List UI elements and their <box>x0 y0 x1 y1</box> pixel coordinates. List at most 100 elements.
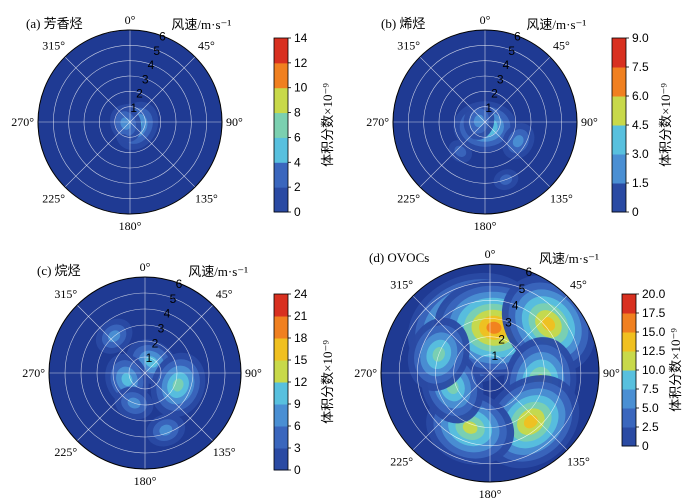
grid-spoke-315 <box>76 304 146 374</box>
colorbar-segment <box>274 382 288 405</box>
concentration-field <box>407 272 596 469</box>
radial-tick-label: 1 <box>130 101 137 115</box>
colorbar-segment <box>274 448 288 471</box>
angle-label: 45° <box>553 39 570 53</box>
colorbar-tick-label: 12.5 <box>642 344 666 358</box>
colorbar-segment <box>622 313 636 333</box>
concentration-field <box>448 101 535 191</box>
angle-label: 315° <box>397 39 420 53</box>
angle-label: 90° <box>581 115 598 129</box>
polar-frame <box>48 276 242 470</box>
colorbar-segment <box>274 112 288 138</box>
colorbar-tick-label: 1.5 <box>632 176 649 190</box>
grid-spoke-225 <box>64 121 131 188</box>
colorbar-tick-label: 2 <box>294 180 301 194</box>
angle-label: 0° <box>125 13 136 27</box>
colorbar-tick-label: 10.0 <box>642 363 666 377</box>
colorbar-segment <box>622 294 636 314</box>
colorbar-tick-label: 6.0 <box>632 89 649 103</box>
colorbar-segment <box>622 408 636 428</box>
colorbar-tick-label: 10 <box>294 81 308 95</box>
colorbar-segment <box>274 404 288 427</box>
colorbar-segment <box>612 154 626 184</box>
colorbar-tick-label: 9.0 <box>632 31 649 45</box>
polar-frame <box>392 29 578 215</box>
angle-label: 270° <box>366 115 389 129</box>
colorbar-tick-label: 6 <box>294 130 301 144</box>
angle-label: 225° <box>397 191 420 205</box>
colorbar-segment <box>274 294 288 317</box>
colorbar-tick-label: 7.5 <box>632 60 649 74</box>
angle-label: 0° <box>140 260 151 274</box>
radial-tick-label: 1 <box>491 349 498 363</box>
colorbar-tick-label: 9 <box>294 397 301 411</box>
grid-spoke-45 <box>484 56 551 123</box>
angle-label: 270° <box>354 366 377 380</box>
colorbar-segment <box>622 351 636 371</box>
radial-tick-label: 5 <box>519 282 526 296</box>
colorbar-label: 体积分数×10⁻⁹ <box>668 328 683 412</box>
radial-tick-label: 2 <box>136 87 143 101</box>
radial-tick-label: 5 <box>153 44 160 58</box>
hotspot-1-level-3 <box>512 135 524 148</box>
hotspot-3-level-1 <box>117 134 130 145</box>
colorbar-tick-label: 3.0 <box>632 147 649 161</box>
angle-label: 135° <box>213 445 236 459</box>
angle-label: 90° <box>603 366 620 380</box>
polar-frame <box>37 29 223 215</box>
radial-tick-label: 5 <box>170 292 177 306</box>
angle-label: 315° <box>54 287 77 301</box>
colorbar-tick-label: 4.5 <box>632 118 649 132</box>
colorbar-tick-label: 21 <box>294 309 308 323</box>
angle-label: 90° <box>245 366 262 380</box>
hotspot-2-level-3 <box>159 424 173 436</box>
colorbar-segment <box>274 426 288 449</box>
colorbar-segment <box>274 162 288 188</box>
radial-tick-label: 3 <box>158 321 165 335</box>
colorbar-segment <box>612 38 626 68</box>
hotspot-5-level-6 <box>462 421 478 434</box>
polar-frame <box>380 263 600 483</box>
angle-label: 0° <box>485 247 496 261</box>
angle-label: 270° <box>22 366 45 380</box>
colorbar-tick-label: 12 <box>294 56 308 70</box>
colorbar-tick-label: 5.0 <box>642 401 659 415</box>
hotspot-4-level-7 <box>523 415 538 429</box>
colorbar-label: 体积分数×10⁻⁹ <box>658 83 673 167</box>
colorbar-tick-label: 0 <box>294 205 301 219</box>
radial-tick-label: 6 <box>514 30 521 44</box>
grid-spoke-45 <box>144 304 214 374</box>
angle-label: 45° <box>216 287 233 301</box>
colorbar-tick-label: 17.5 <box>642 306 666 320</box>
colorbar-tick-label: 0 <box>294 463 301 477</box>
colorbar-tick-label: 24 <box>294 287 308 301</box>
colorbar-segment <box>274 137 288 163</box>
angle-label: 45° <box>198 39 215 53</box>
grid-spoke-135 <box>129 121 196 188</box>
colorbar-frame <box>273 37 289 213</box>
colorbar-tick-label: 8 <box>294 106 301 120</box>
radial-tick-label: 3 <box>142 72 149 86</box>
radial-tick-label: 4 <box>164 307 171 321</box>
colorbar-segment <box>612 183 626 213</box>
colorbar-tick-label: 0 <box>642 439 649 453</box>
angle-label: 135° <box>195 191 218 205</box>
panel-label: (d) OVOCs <box>369 250 429 265</box>
grid-spoke-45 <box>129 56 196 123</box>
colorbar-tick-label: 3 <box>294 441 301 455</box>
angle-label: 135° <box>550 191 573 205</box>
radial-tick-label: 3 <box>505 315 512 329</box>
radial-tick-label: 2 <box>498 332 505 346</box>
colorbar-segment <box>274 87 288 114</box>
radial-axis-title: 风速/m·s⁻¹ <box>539 251 599 266</box>
colorbar-segment <box>622 389 636 409</box>
colorbar-tick-label: 14 <box>294 31 308 45</box>
colorbar-segment <box>274 316 288 339</box>
colorbar-segment <box>274 38 288 64</box>
colorbar-segment <box>612 67 626 97</box>
colorbar-tick-label: 12 <box>294 375 308 389</box>
angle-label: 225° <box>54 445 77 459</box>
